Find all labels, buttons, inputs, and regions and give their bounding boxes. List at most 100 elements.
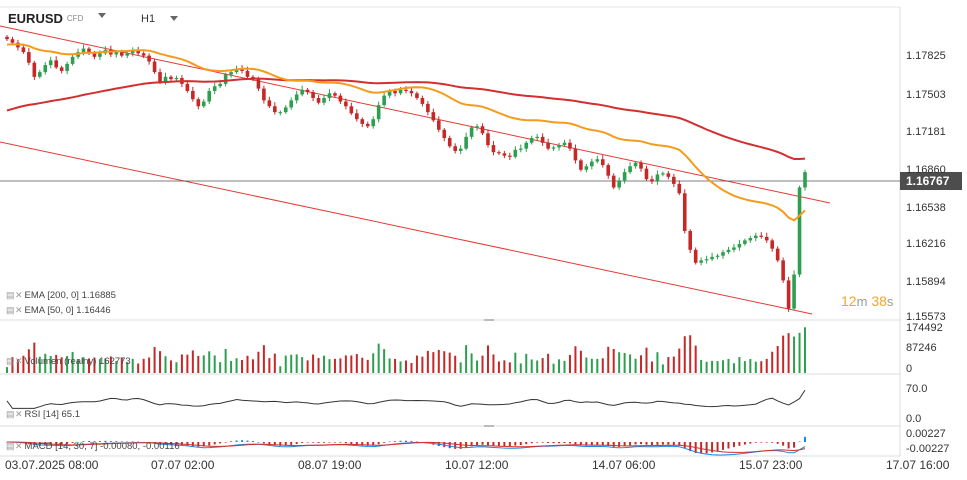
symbol-selector[interactable]: EURUSD CFD (8, 11, 83, 26)
candle-body (431, 112, 436, 121)
volume-bar (22, 355, 25, 373)
macd-histogram-bar (645, 442, 648, 445)
volume-bar (454, 355, 457, 373)
volume-bar (497, 361, 500, 373)
candle-body (393, 90, 397, 94)
macd-histogram-bar (230, 441, 233, 442)
macd-legend[interactable]: ▤ ✕ MACD [14, 30, 7] -0.00080, -0.00116 (6, 441, 180, 452)
macd-histogram-bar (377, 442, 380, 445)
ema50-line (6, 43, 806, 222)
macd-histogram-bar (372, 442, 375, 446)
rsi-legend[interactable]: ▤ ✕ RSI [14] 65.1 (6, 409, 80, 420)
candle-body (32, 62, 37, 77)
macd-histogram-bar (60, 442, 63, 445)
macd-histogram-bar (634, 442, 637, 445)
ema200-line (6, 77, 806, 160)
candle-body (786, 280, 791, 309)
macd-histogram-bar (301, 442, 304, 443)
macd-histogram-bar (481, 442, 484, 445)
volume-bar (722, 360, 725, 373)
volume-bar (191, 350, 194, 373)
candle-body (163, 76, 168, 82)
macd-histogram-bar (454, 442, 457, 449)
settings-icon[interactable]: ▤ ✕ (6, 305, 23, 315)
ema200-legend[interactable]: ▤ ✕ EMA [200, 0] 1.16885 (6, 290, 116, 301)
volume-bar (623, 352, 626, 373)
candle-body (305, 89, 310, 93)
candle-body (557, 145, 561, 148)
macd-histogram-bar (743, 442, 746, 445)
volume-bar (738, 357, 741, 373)
volume-bar (290, 354, 293, 373)
volume-bar (251, 359, 254, 373)
rsi-line (6, 389, 806, 409)
candle-body (300, 89, 304, 95)
candle-body (754, 235, 758, 239)
macd-histogram-bar (235, 440, 238, 442)
macd-histogram-bar (640, 442, 643, 445)
macd-histogram-bar (131, 441, 134, 443)
macd-histogram-bar (754, 442, 757, 443)
volume-bar (732, 363, 735, 373)
x-tick-label: 17.07 16:00 (886, 458, 950, 472)
volume-legend[interactable]: ▤ ✕ Volumen (realny) 162773 (6, 356, 131, 367)
volume-bar (126, 362, 129, 373)
ema50-legend[interactable]: ▤ ✕ EMA [50, 0] 1.16446 (6, 305, 111, 316)
settings-icon[interactable]: ▤ ✕ (6, 409, 23, 419)
volume-bar (16, 359, 19, 373)
volume-bar (273, 353, 276, 373)
macd-histogram-bar (443, 442, 446, 448)
macd-histogram-bar (716, 442, 719, 452)
volume-bar (11, 357, 14, 373)
candle-body (704, 259, 709, 261)
macd-histogram-bar (618, 442, 621, 447)
macd-histogram-bar (208, 442, 211, 446)
volume-bar (284, 355, 287, 373)
candle-body (333, 93, 337, 96)
candle-body (152, 61, 157, 73)
candle-body (682, 193, 687, 231)
candle-body (737, 243, 742, 248)
candle-body (584, 166, 589, 170)
candle-body (48, 60, 53, 66)
volume-bar (612, 348, 615, 373)
candle-body (349, 106, 354, 114)
macd-histogram-bar (317, 442, 320, 443)
candle-body (436, 120, 441, 130)
macd-histogram-bar (366, 442, 369, 446)
settings-icon[interactable]: ▤ ✕ (6, 356, 23, 366)
volume-bar (169, 360, 172, 373)
candle-body (562, 142, 567, 146)
volume-bar (71, 351, 74, 373)
macd-histogram-bar (273, 442, 276, 446)
macd-histogram-bar (87, 440, 90, 442)
volume-bar (749, 358, 752, 373)
candle-body (245, 70, 250, 77)
settings-icon[interactable]: ▤ ✕ (6, 441, 23, 451)
candle-body (743, 240, 747, 244)
timeframe-selector[interactable]: H1 (141, 13, 156, 25)
y-tick-label: 1.15894 (906, 276, 946, 288)
volume-bar (503, 360, 506, 373)
settings-icon[interactable]: ▤ ✕ (6, 290, 23, 300)
candle-body (283, 107, 288, 113)
candle-body (338, 95, 343, 102)
macd-histogram-bar (667, 442, 670, 445)
volume-bar (224, 349, 227, 373)
candle-body (223, 74, 228, 84)
candle-body (611, 175, 616, 188)
volume-bar (180, 354, 183, 373)
y-tick-label: 1.16860 (906, 164, 946, 176)
macd-histogram-bar (257, 441, 260, 443)
volume-bar (519, 363, 522, 373)
candle-body (382, 95, 386, 106)
volume-bar (525, 353, 528, 373)
candle-body (650, 179, 654, 182)
rsi-tick-label: 70.0 (906, 383, 928, 395)
volume-bar (131, 358, 134, 373)
symbol-dropdown-icon[interactable] (98, 13, 106, 18)
candle-body (622, 172, 627, 181)
volume-bar (405, 360, 407, 373)
timeframe-dropdown-icon[interactable] (170, 16, 178, 21)
